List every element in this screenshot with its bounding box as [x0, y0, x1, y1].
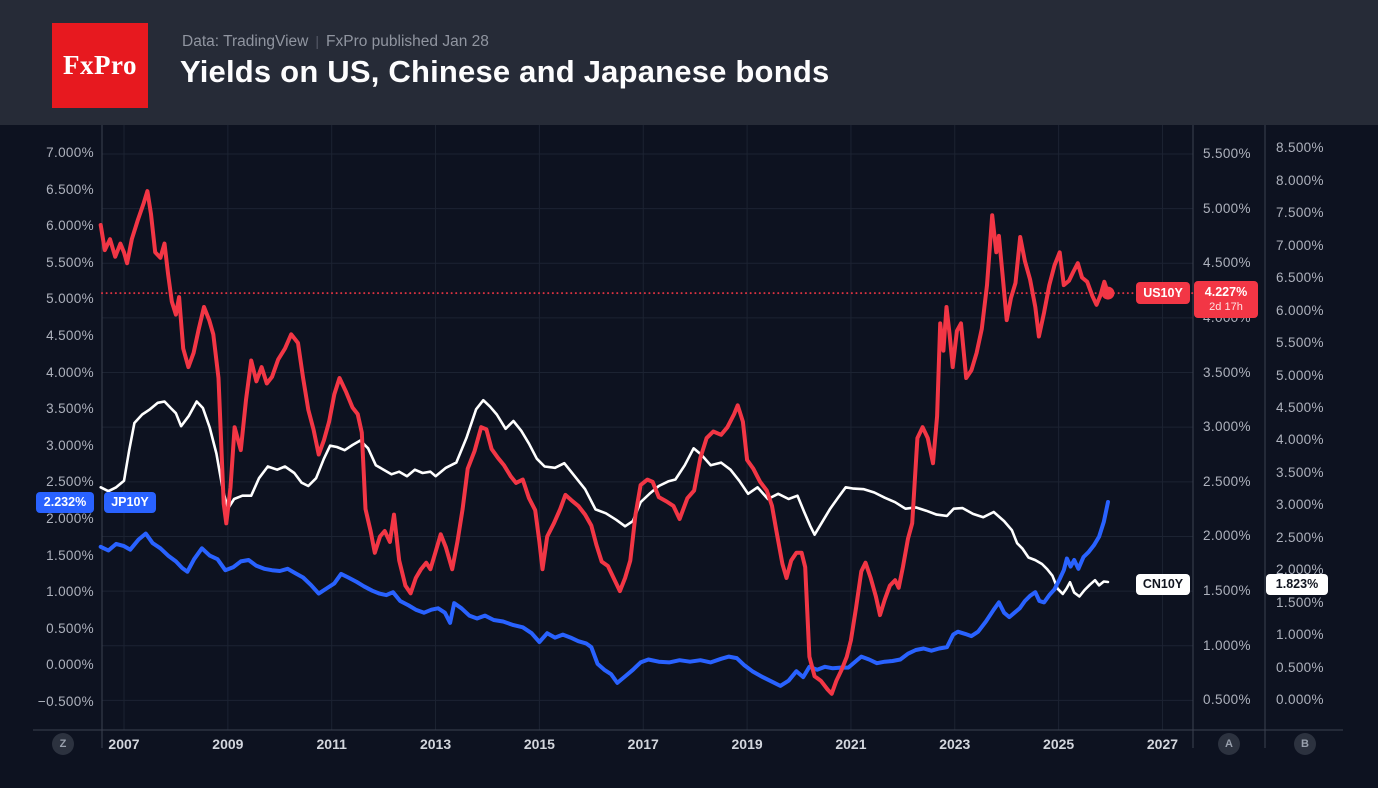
time-axis-year-label: 2007 — [108, 736, 140, 752]
right-axis-b-tick: 0.000% — [1276, 692, 1324, 708]
us10y-last-point-marker — [1101, 286, 1115, 300]
time-axis-year-label: 2027 — [1146, 736, 1179, 752]
left-axis-tick: 5.000% — [46, 291, 94, 307]
left-axis-tick: 2.500% — [46, 474, 94, 490]
right-axis-a-tick: 2.500% — [1203, 473, 1251, 489]
left-axis-tick: 6.500% — [46, 181, 94, 197]
time-axis-year-label: 2023 — [939, 736, 971, 752]
left-axis-tick: −0.500% — [37, 693, 94, 709]
time-axis-year-label: 2019 — [731, 736, 763, 752]
time-axis-year-label: 2011 — [316, 736, 347, 752]
right-axis-b-tick: 6.500% — [1276, 270, 1324, 285]
right-axis-a-tick: 0.500% — [1203, 692, 1251, 708]
right-axis-a-tick: 2.000% — [1203, 528, 1251, 544]
us10y-price-value: 4.227% — [1204, 284, 1248, 299]
left-axis-tick: 0.500% — [46, 620, 94, 636]
left-axis-tick: 4.000% — [46, 364, 94, 380]
left-axis-tick: 7.000% — [46, 145, 94, 161]
right-axis-b-tick: 6.000% — [1276, 302, 1324, 318]
jp10y-price-badge: 2.232% — [36, 491, 94, 513]
time-axis-year-label: 2013 — [419, 736, 452, 752]
us10y-price-countdown: 2d 17h — [1209, 300, 1243, 313]
scale-b-button[interactable]: B — [1294, 733, 1316, 755]
time-axis-year-label: 2021 — [835, 736, 867, 752]
right-axis-b-tick: 0.500% — [1276, 659, 1324, 675]
right-axis-b-tick: 4.000% — [1276, 432, 1324, 448]
right-axis-b-tick: 1.000% — [1276, 627, 1324, 643]
left-axis-tick: 3.000% — [46, 437, 94, 453]
jp10y-series-label[interactable]: JP10Y — [104, 491, 156, 513]
right-axis-b-tick: 8.000% — [1276, 172, 1324, 188]
right-axis-b-tick: 8.500% — [1276, 140, 1324, 155]
time-axis-year-label: 2025 — [1043, 736, 1075, 752]
time-axis-year-label: 2015 — [523, 736, 555, 752]
fxpro-logo: FxPro — [52, 23, 148, 108]
right-axis-a-tick: 3.000% — [1203, 419, 1251, 435]
time-axis-year-label: 2009 — [212, 736, 244, 752]
right-axis-b-tick: 4.500% — [1276, 400, 1324, 415]
right-axis-a-tick: 3.500% — [1203, 364, 1251, 380]
published-text: FxPro published Jan 28 — [326, 33, 489, 50]
right-axis-b-tick: 1.500% — [1276, 594, 1324, 610]
right-axis-b-tick: 7.500% — [1276, 205, 1324, 220]
us10y-series-label[interactable]: US10Y — [1136, 282, 1190, 305]
cn10y-line[interactable] — [99, 398, 1110, 598]
chart-source-caption: Data: TradingView | FxPro published Jan 28 — [182, 33, 489, 51]
header: FxPro Data: TradingView | FxPro published … — [0, 0, 1378, 125]
scale-a-button[interactable]: A — [1218, 733, 1240, 755]
us10y-price-badge: 4.227% 2d 17h — [1194, 281, 1258, 319]
right-axis-a-tick: 5.000% — [1203, 200, 1251, 216]
right-axis-b-tick: 5.000% — [1276, 367, 1324, 383]
right-axis-b-tick: 7.000% — [1276, 237, 1324, 253]
right-axis-a-tick: 4.500% — [1203, 255, 1251, 271]
cn10y-series-label[interactable]: CN10Y — [1136, 573, 1190, 595]
time-axis-year-label: 2017 — [627, 736, 659, 752]
right-axis-b-tick: 2.000% — [1276, 562, 1324, 578]
caption-divider: | — [315, 33, 320, 49]
left-axis-tick: 0.000% — [46, 657, 94, 673]
us10y-line[interactable] — [98, 189, 1110, 696]
left-axis-tick: 6.000% — [46, 218, 94, 234]
left-axis-tick: 2.000% — [46, 510, 94, 526]
fxpro-logo-text: FxPro — [63, 50, 137, 80]
left-axis-tick: 4.500% — [46, 328, 94, 343]
jp10y-line[interactable] — [98, 500, 1110, 688]
left-axis-tick: 1.000% — [46, 584, 94, 600]
left-axis-tick: 3.500% — [46, 401, 94, 417]
chart-title: Yields on US, Chinese and Japanese bonds — [180, 54, 830, 89]
cn10y-price-badge: 1.823% — [1266, 573, 1328, 595]
left-axis-tick: 1.500% — [46, 547, 94, 563]
right-axis-a-tick: 1.000% — [1203, 637, 1251, 653]
left-axis-tick: 5.500% — [46, 254, 94, 270]
right-axis-b-tick: 3.000% — [1276, 497, 1324, 513]
right-axis-a-tick: 5.500% — [1203, 145, 1251, 161]
time-axis-reset-button[interactable]: Z — [52, 733, 74, 755]
right-axis-b-tick: 5.500% — [1276, 335, 1324, 350]
right-axis-b-tick: 3.500% — [1276, 464, 1324, 480]
right-axis-a-tick: 1.500% — [1203, 583, 1251, 599]
right-axis-b-tick: 2.500% — [1276, 529, 1324, 545]
data-source-text: Data: TradingView — [182, 33, 309, 50]
